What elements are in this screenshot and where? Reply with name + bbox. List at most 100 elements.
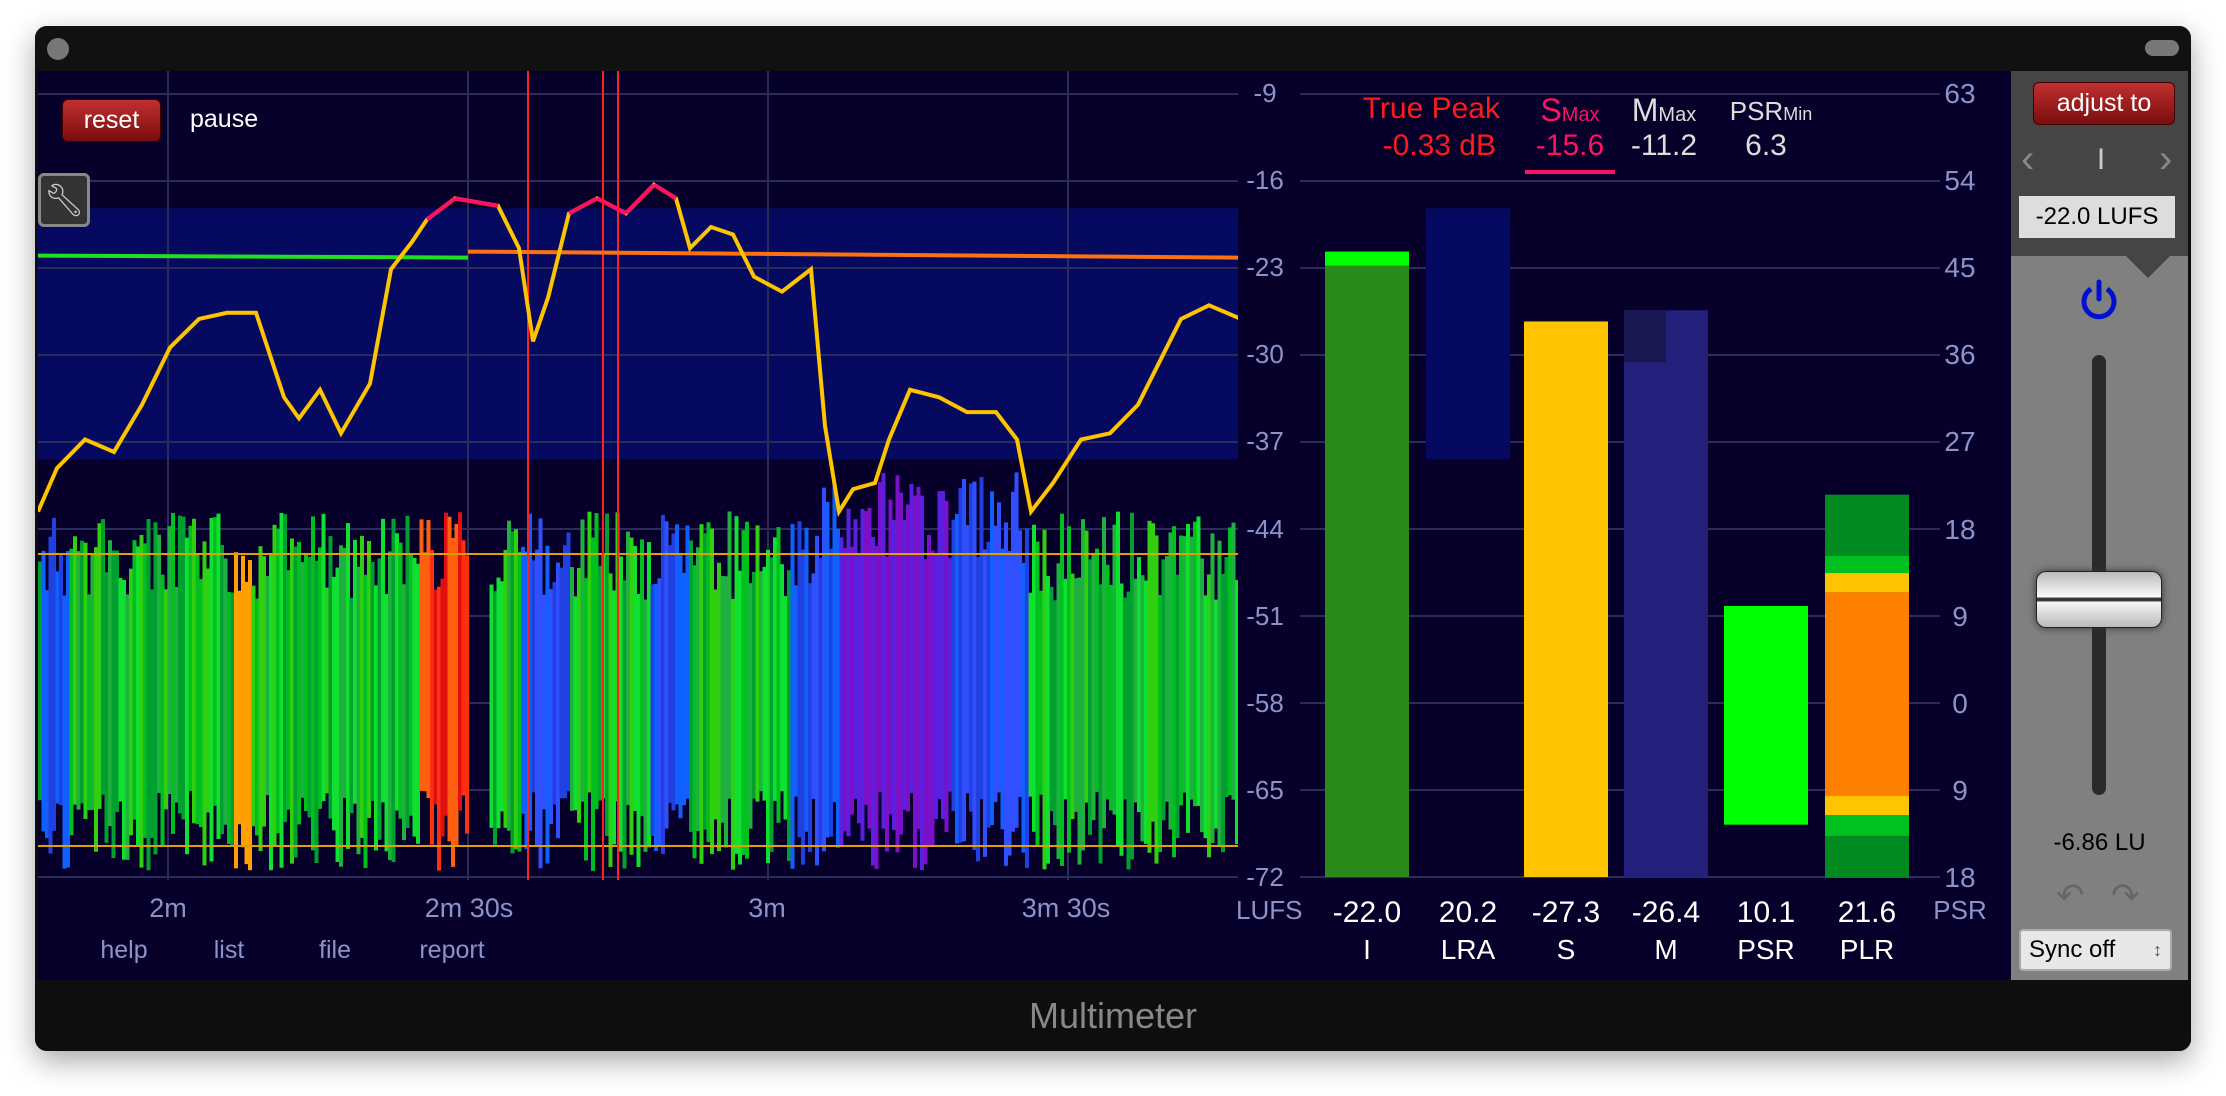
waveform-stripe xyxy=(773,537,777,801)
waveform-stripe xyxy=(797,521,802,838)
waveform-stripe xyxy=(594,513,599,810)
waveform-stripe xyxy=(962,479,966,842)
waveform-stripe xyxy=(101,519,105,795)
wrench-icon[interactable]: 🔧︎ xyxy=(38,173,90,227)
menu-report[interactable]: report xyxy=(419,936,485,964)
waveform-stripe xyxy=(52,517,56,831)
updown-icon: ↕ xyxy=(2153,940,2162,960)
loudness-history-graph[interactable] xyxy=(38,71,1238,880)
waveform-stripe xyxy=(1042,529,1047,870)
short-term-over-target xyxy=(652,183,678,201)
menu-list[interactable]: list xyxy=(213,936,245,964)
prev-mode-icon[interactable]: ‹ xyxy=(2021,137,2035,181)
waveform-stripe xyxy=(115,550,119,813)
waveform-stripe xyxy=(944,500,949,833)
waveform-stripe xyxy=(965,525,970,794)
s-max-value[interactable]: -15.6 xyxy=(1535,129,1605,162)
waveform-stripe xyxy=(167,526,172,794)
adjust-to-button[interactable]: adjust to xyxy=(2033,82,2175,125)
waveform-stripe xyxy=(972,481,977,850)
waveform-stripe xyxy=(794,585,798,797)
window-title: Multimeter xyxy=(35,980,2191,1051)
waveform-stripe xyxy=(678,554,683,819)
waveform-stripe xyxy=(66,550,70,868)
waveform-stripe xyxy=(1217,540,1222,848)
waveform-stripe xyxy=(62,595,67,869)
waveform-stripe xyxy=(423,552,427,792)
waveform-stripe xyxy=(178,515,182,814)
menu-file[interactable]: file xyxy=(319,936,351,964)
waveform-stripe xyxy=(937,491,942,800)
waveform-stripe xyxy=(745,521,749,859)
waveform-stripe xyxy=(941,491,945,820)
redo-icon[interactable]: ↷ xyxy=(2111,877,2140,915)
waveform-stripe xyxy=(146,519,151,871)
waveform-stripe xyxy=(1060,513,1064,866)
waveform-stripe xyxy=(402,584,406,841)
waveform-stripe xyxy=(139,535,144,868)
waveform-stripe xyxy=(815,535,819,866)
menu-help[interactable]: help xyxy=(100,936,148,964)
waveform-stripe xyxy=(419,519,424,792)
next-mode-icon[interactable]: › xyxy=(2159,137,2173,181)
waveform-stripe xyxy=(398,542,403,819)
pause-button[interactable]: pause xyxy=(190,105,259,133)
waveform-stripe xyxy=(731,598,735,870)
s-max-sub: Max xyxy=(1561,104,1600,126)
true-peak-label: True Peak xyxy=(1362,92,1500,125)
close-window-button[interactable] xyxy=(47,38,69,60)
waveform-stripe xyxy=(521,546,525,814)
waveform-stripe xyxy=(619,556,623,852)
waveform-stripe xyxy=(440,578,445,837)
waveform-stripe xyxy=(717,562,721,852)
waveform-stripe xyxy=(1172,526,1176,858)
undo-icon[interactable]: ↶ xyxy=(2056,877,2085,915)
waveform-stripe xyxy=(1137,557,1141,813)
waveform-stripe xyxy=(311,516,315,851)
waveform-stripe xyxy=(899,492,903,835)
waveform-stripe xyxy=(878,482,882,793)
waveform-stripe xyxy=(272,524,277,846)
waveform-stripe xyxy=(629,537,634,855)
waveform-stripe xyxy=(1123,597,1127,800)
waveform-stripe xyxy=(335,567,340,862)
waveform-stripe xyxy=(822,487,826,852)
waveform-stripe xyxy=(80,540,84,804)
power-icon[interactable] xyxy=(2079,279,2119,323)
lufs-tick: -58 xyxy=(1246,687,1284,718)
waveform-stripe xyxy=(405,515,410,829)
time-tick: 2m xyxy=(149,893,187,923)
psr-tick: 0 xyxy=(1952,687,1968,719)
m-max-value[interactable]: -11.2 xyxy=(1630,129,1698,162)
psr-min-main: PSR xyxy=(1729,96,1784,126)
integrated-line-orange xyxy=(467,249,1238,260)
waveform-stripe xyxy=(202,541,207,866)
short-term-over-target xyxy=(425,196,457,222)
waveform-stripe xyxy=(300,562,305,798)
waveform-stripe xyxy=(913,495,917,868)
waveform-stripe xyxy=(759,571,763,792)
gain-slider-thumb[interactable] xyxy=(2036,571,2162,628)
waveform-stripe xyxy=(948,557,952,792)
waveform-stripe xyxy=(458,512,462,811)
waveform-stripe xyxy=(500,581,504,812)
waveform-stripe xyxy=(125,594,130,860)
psr-min-sub: Min xyxy=(1783,104,1813,124)
psr-unit: PSR xyxy=(1933,895,1987,925)
waveform-stripe xyxy=(426,519,431,799)
meter-label-plr: PLR xyxy=(1839,934,1895,965)
psr-min-value[interactable]: 6.3 xyxy=(1745,129,1787,162)
waveform-stripe xyxy=(605,513,609,837)
waveform-stripe xyxy=(566,532,571,792)
sync-select[interactable]: Sync off ↕ xyxy=(2019,929,2172,971)
integrated-bar-top xyxy=(1325,251,1409,266)
reset-button[interactable]: reset xyxy=(62,99,161,142)
waveform-stripe xyxy=(1070,573,1075,820)
true-peak-value[interactable]: -0.33 dB xyxy=(1382,129,1496,162)
target-loudness-field[interactable]: -22.0 LUFS xyxy=(2019,196,2175,238)
waveform-stripe xyxy=(752,571,756,799)
waveform-stripe xyxy=(934,553,938,819)
waveform-stripe xyxy=(825,501,830,838)
toolbar-toggle-button[interactable] xyxy=(2145,40,2179,56)
waveform-stripe xyxy=(262,556,266,827)
